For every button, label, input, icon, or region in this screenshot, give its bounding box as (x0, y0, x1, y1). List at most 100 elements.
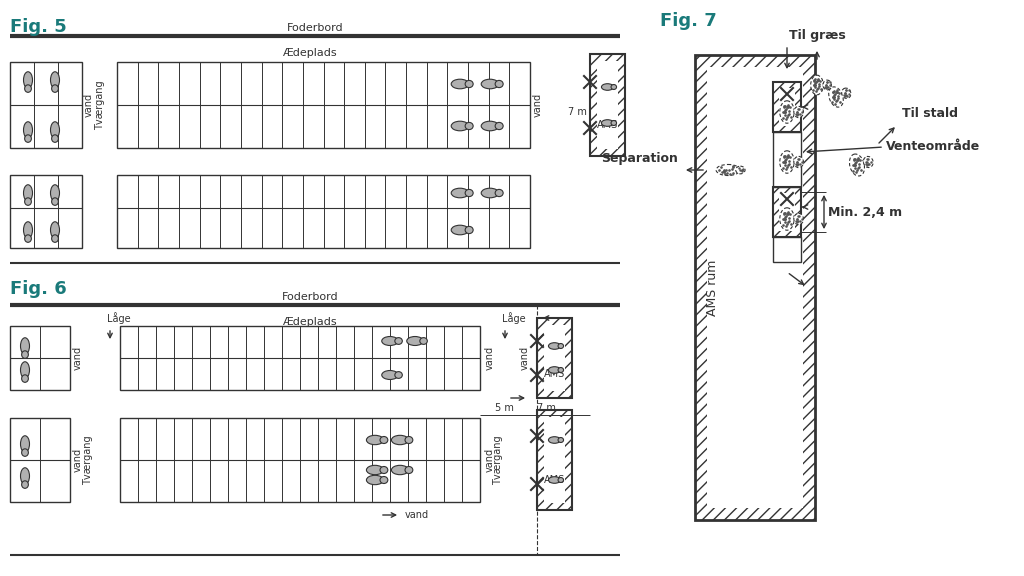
Bar (117, 62, 530, 148)
Text: vand: vand (485, 448, 495, 472)
Ellipse shape (50, 72, 59, 88)
Ellipse shape (367, 475, 384, 484)
Text: AMS: AMS (544, 475, 565, 485)
Text: Foderbord: Foderbord (282, 292, 338, 302)
Text: Til stald: Til stald (902, 107, 958, 120)
Ellipse shape (611, 120, 616, 126)
Ellipse shape (452, 79, 469, 89)
Ellipse shape (25, 85, 32, 92)
Ellipse shape (780, 101, 795, 123)
Ellipse shape (22, 449, 29, 456)
Bar (597, 61, 618, 149)
Ellipse shape (50, 122, 59, 138)
Ellipse shape (51, 135, 58, 142)
Ellipse shape (452, 121, 469, 131)
Ellipse shape (50, 185, 59, 201)
Ellipse shape (50, 222, 59, 238)
Bar (773, 237, 801, 262)
Ellipse shape (823, 80, 831, 90)
Bar (10, 326, 70, 390)
Bar (10, 62, 82, 148)
Bar (590, 54, 625, 156)
Ellipse shape (51, 198, 58, 205)
Text: 7 m: 7 m (568, 107, 587, 117)
Text: AMS rum: AMS rum (706, 259, 719, 316)
Bar (120, 418, 480, 502)
Ellipse shape (25, 235, 32, 242)
Text: AMS: AMS (544, 369, 565, 379)
Ellipse shape (794, 157, 804, 168)
Ellipse shape (481, 79, 499, 89)
Ellipse shape (465, 190, 473, 196)
Ellipse shape (863, 157, 873, 168)
Ellipse shape (395, 338, 402, 344)
Ellipse shape (22, 481, 29, 488)
Ellipse shape (465, 123, 473, 130)
Bar (544, 325, 565, 391)
Ellipse shape (481, 188, 499, 198)
Ellipse shape (20, 436, 30, 452)
Ellipse shape (481, 121, 499, 131)
Text: 5 m: 5 m (495, 403, 514, 413)
Ellipse shape (780, 208, 795, 230)
Ellipse shape (601, 84, 613, 90)
Text: 7 m: 7 m (537, 403, 556, 413)
Ellipse shape (794, 107, 804, 118)
Ellipse shape (780, 151, 795, 173)
Text: Låge: Låge (106, 312, 131, 324)
Text: Til græs: Til græs (788, 29, 846, 42)
Text: Separation: Separation (601, 152, 678, 165)
Bar (537, 410, 572, 510)
Bar (779, 88, 795, 126)
Ellipse shape (382, 336, 398, 346)
Text: vand: vand (84, 93, 94, 117)
Bar (120, 326, 480, 390)
Bar (695, 55, 815, 520)
Bar (117, 175, 530, 248)
Ellipse shape (24, 72, 33, 88)
Bar (695, 55, 815, 520)
Bar (773, 187, 801, 237)
Bar (773, 187, 801, 237)
Ellipse shape (828, 87, 844, 107)
Text: Fig. 5: Fig. 5 (10, 18, 67, 36)
Ellipse shape (496, 190, 503, 196)
Ellipse shape (420, 338, 427, 344)
Ellipse shape (549, 343, 560, 349)
Ellipse shape (20, 362, 30, 378)
Ellipse shape (380, 437, 388, 444)
Text: vand: vand (406, 510, 429, 520)
Ellipse shape (558, 343, 563, 348)
Ellipse shape (406, 437, 413, 444)
Ellipse shape (367, 465, 384, 475)
Ellipse shape (452, 225, 469, 235)
Ellipse shape (24, 185, 33, 201)
Text: vand: vand (73, 448, 83, 472)
Ellipse shape (380, 467, 388, 473)
Ellipse shape (465, 81, 473, 88)
Text: Fig. 6: Fig. 6 (10, 280, 67, 298)
Ellipse shape (407, 336, 423, 346)
Bar (10, 175, 82, 248)
Bar (10, 418, 70, 502)
Ellipse shape (51, 235, 58, 242)
Bar (537, 410, 572, 510)
Ellipse shape (735, 166, 745, 174)
Ellipse shape (549, 477, 560, 483)
Bar (773, 82, 801, 132)
Bar (590, 54, 625, 156)
Ellipse shape (496, 81, 503, 88)
Ellipse shape (611, 85, 616, 89)
Ellipse shape (20, 338, 30, 354)
Ellipse shape (496, 123, 503, 130)
Text: Låge: Låge (502, 312, 525, 324)
Ellipse shape (395, 372, 402, 378)
Text: Tværgang: Tværgang (83, 435, 93, 485)
Bar (544, 417, 565, 503)
Ellipse shape (811, 75, 823, 95)
Text: Tværgang: Tværgang (493, 435, 503, 485)
Ellipse shape (842, 88, 851, 98)
Text: vand: vand (534, 93, 543, 117)
Ellipse shape (549, 437, 560, 444)
Text: Ædeplads: Ædeplads (283, 317, 337, 327)
